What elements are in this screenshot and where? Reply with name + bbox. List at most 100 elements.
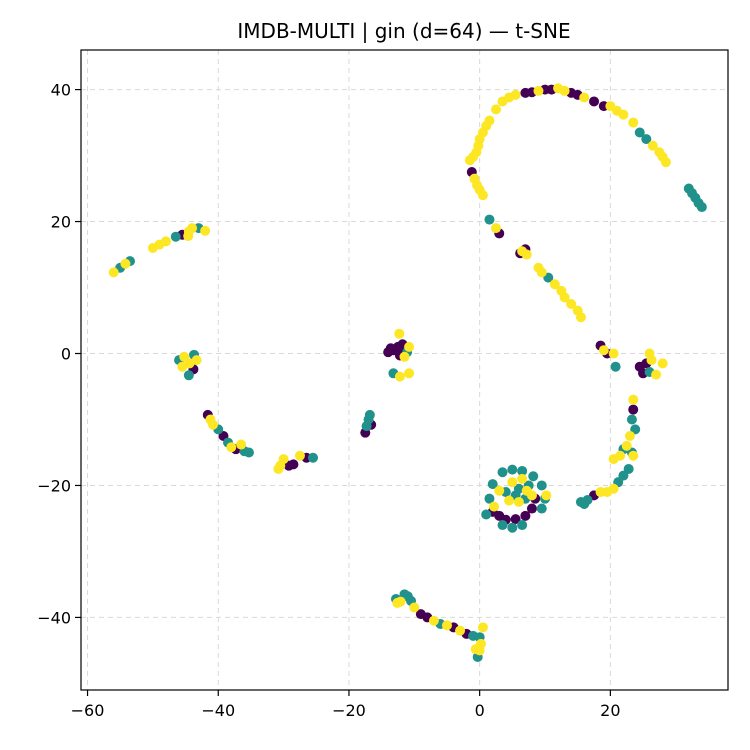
data-point-class-2	[428, 615, 439, 626]
data-point-class-1	[243, 447, 254, 458]
data-point-class-0	[628, 404, 639, 415]
data-point-class-2	[660, 157, 671, 168]
data-point-class-2	[628, 117, 639, 128]
data-point-class-1	[507, 522, 518, 533]
data-point-class-1	[696, 202, 707, 213]
y-tick-label: −40	[37, 608, 71, 627]
data-point-class-0	[510, 514, 521, 525]
y-tick-label: 20	[51, 213, 71, 232]
data-point-class-1	[308, 452, 319, 463]
x-tick-label: −20	[332, 701, 366, 720]
data-point-class-1	[517, 520, 528, 531]
data-point-class-1	[536, 480, 547, 491]
data-point-class-0	[520, 510, 531, 521]
y-tick-label: 0	[61, 345, 71, 364]
data-point-class-2	[404, 341, 415, 352]
data-point-class-2	[533, 85, 544, 96]
data-point-class-2	[628, 450, 639, 461]
data-point-class-2	[595, 487, 606, 498]
grid-lines	[81, 50, 728, 690]
data-point-class-2	[541, 490, 552, 501]
data-point-class-2	[489, 501, 500, 512]
data-point-class-2	[559, 292, 570, 303]
data-point-class-2	[108, 267, 119, 278]
x-tick-label: 20	[600, 701, 620, 720]
data-point-class-2	[120, 258, 131, 269]
data-point-class-0	[288, 459, 299, 470]
data-point-class-1	[575, 496, 586, 507]
data-point-class-2	[575, 312, 586, 323]
data-point-class-1	[497, 467, 508, 478]
data-point-class-2	[507, 477, 518, 488]
data-point-class-2	[579, 92, 590, 103]
data-point-class-1	[183, 370, 194, 381]
data-point-class-2	[187, 223, 198, 234]
chart-title: IMDB-MULTI | gin (d=64) — t-SNE	[237, 19, 570, 43]
data-point-class-2	[294, 450, 305, 461]
data-points	[108, 83, 707, 663]
data-point-class-2	[477, 190, 488, 201]
data-point-class-2	[455, 625, 466, 636]
data-point-class-2	[392, 597, 403, 608]
data-point-class-2	[657, 358, 668, 369]
data-point-class-2	[513, 496, 524, 507]
data-point-class-2	[615, 450, 626, 461]
data-point-class-2	[160, 236, 171, 247]
data-point-class-2	[490, 223, 501, 234]
data-point-class-2	[484, 115, 495, 126]
data-point-class-2	[477, 622, 488, 633]
data-point-class-1	[507, 464, 518, 475]
data-point-class-2	[470, 644, 481, 655]
data-point-class-2	[236, 439, 247, 450]
data-point-class-2	[409, 602, 420, 613]
data-point-class-2	[647, 140, 658, 151]
data-point-class-1	[536, 503, 547, 514]
data-point-class-0	[385, 343, 396, 354]
data-point-class-2	[517, 473, 528, 484]
data-point-class-2	[490, 104, 501, 115]
data-point-class-1	[484, 493, 495, 504]
data-point-class-2	[526, 490, 537, 501]
data-point-class-2	[399, 351, 410, 362]
data-point-class-2	[521, 249, 532, 260]
data-point-class-2	[559, 85, 570, 96]
data-point-class-2	[644, 348, 655, 359]
data-point-class-1	[517, 465, 528, 476]
data-point-class-2	[404, 368, 415, 379]
data-point-class-2	[504, 495, 515, 506]
data-point-class-2	[566, 299, 577, 310]
data-point-class-1	[610, 361, 621, 372]
data-point-class-2	[177, 361, 188, 372]
data-point-class-1	[497, 520, 508, 531]
data-point-class-1	[634, 127, 645, 138]
data-point-class-2	[651, 369, 662, 380]
y-axis: −40 −20 0 20 40	[37, 81, 81, 627]
axes-frame	[80, 49, 729, 691]
y-tick-label: −20	[37, 476, 71, 495]
data-point-class-1	[481, 509, 492, 520]
data-point-class-2	[394, 371, 405, 382]
x-axis: −60 −40 −20 0 20	[71, 690, 621, 720]
data-point-class-2	[549, 279, 560, 290]
data-point-class-2	[494, 485, 505, 496]
data-point-class-2	[618, 109, 629, 120]
data-point-class-2	[621, 440, 632, 451]
data-point-class-2	[628, 394, 639, 405]
data-point-class-1	[484, 214, 495, 225]
x-tick-label: −60	[71, 701, 105, 720]
data-point-class-2	[536, 267, 547, 278]
data-point-class-1	[641, 134, 652, 145]
data-point-class-1	[170, 231, 181, 242]
x-tick-label: −40	[201, 701, 235, 720]
data-point-class-2	[208, 419, 219, 430]
data-point-class-2	[226, 442, 237, 453]
data-point-class-2	[273, 463, 284, 474]
data-point-class-2	[200, 225, 211, 236]
data-point-class-2	[191, 355, 202, 366]
data-point-class-2	[441, 620, 452, 631]
data-point-class-2	[510, 89, 521, 100]
data-point-class-2	[278, 454, 289, 465]
data-point-class-1	[528, 471, 539, 482]
